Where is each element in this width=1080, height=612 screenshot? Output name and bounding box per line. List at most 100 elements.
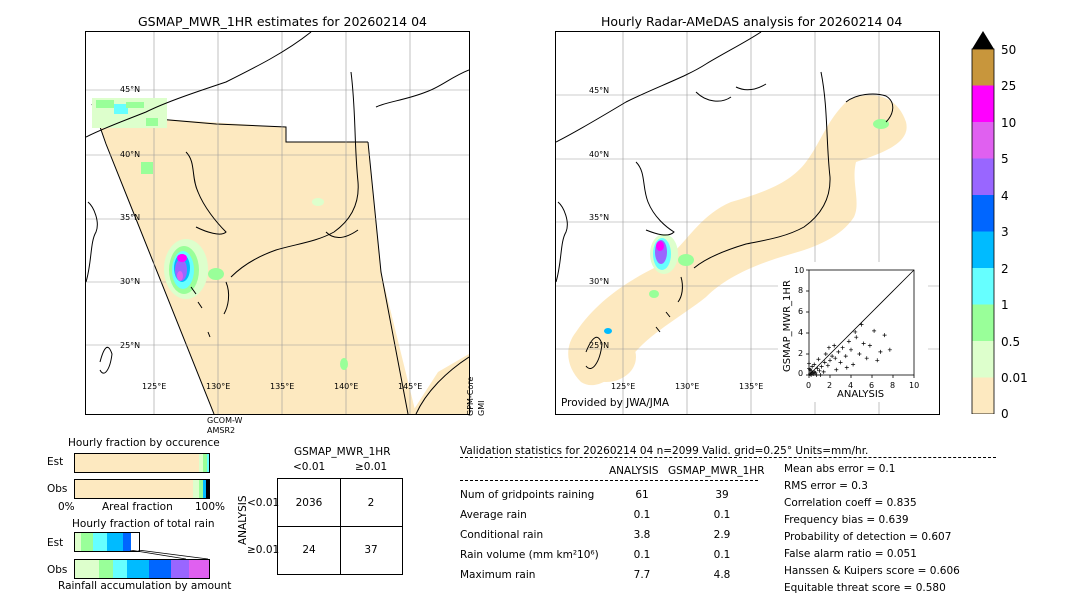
contingency-col-lt: <0.01 [293,461,326,473]
total-est-seg-3 [93,533,107,551]
scatter-point [887,347,892,352]
validation-row-gsmap-3: 0.1 [713,549,731,561]
validation-header: Validation statistics for 20260214 04 n=… [460,445,869,457]
total-rain-est-bar [74,532,140,552]
total-est-seg-1 [75,533,81,551]
sat-label-amsr2: AMSR2 [207,426,236,435]
left-lon-135: 135°E [270,382,295,391]
right-lat-40: 40°N [589,150,610,159]
scatter-point [828,358,832,363]
occurrence-obs-seg-3 [203,480,206,498]
occurrence-est-bar [74,453,210,473]
scatter-point [811,371,816,376]
colorbar-label-1: 1 [1001,298,1009,312]
scatter-tick-y-8: 8 [798,286,804,295]
scatter-point [823,352,828,356]
scatter-point [826,345,831,350]
occurrence-axis-mid: Areal fraction [102,501,173,513]
left-swath-2 [411,354,469,414]
total-obs-seg-3 [99,560,113,578]
scatter-point [840,345,845,350]
right-coverage [568,95,907,386]
occurrence-est-seg-3 [207,454,209,472]
colorbar-segment [972,268,994,305]
scatter-point [819,364,824,369]
scatter-point [857,352,862,356]
left-lon-145: 145°E [398,382,423,391]
scatter-point [844,365,849,370]
validation-row-analysis-1: 0.1 [633,509,651,521]
colorbar-label-0: 0 [1001,407,1009,421]
validation-col-analysis: ANALYSIS [609,465,659,477]
scatter-point [817,368,822,373]
scatter-tick-y-6: 6 [798,307,804,316]
left-lon-130: 130°E [206,382,231,391]
scatter-tick-y-2: 2 [798,349,804,358]
scatter-point [864,356,869,361]
validation-row-analysis-4: 7.7 [633,569,651,581]
colorbar-label-25: 25 [1001,79,1017,93]
validation-row-label-0: Num of gridpoints raining [460,489,595,501]
occurrence-axis-right: 100% [195,501,226,513]
scatter-point [810,364,815,369]
right-map-panel [555,31,940,415]
contingency-title: GSMAP_MWR_1HR [294,446,391,458]
validation-row-analysis-2: 3.8 [633,529,651,541]
right-map-svg [556,32,939,414]
colorbar-label-50: 50 [1001,43,1017,57]
colorbar-segment [972,304,994,341]
validation-header-rule [460,457,996,458]
colorbar-label-5: 5 [1001,152,1009,166]
total-est-seg-2 [81,533,93,551]
colorbar-segment [972,231,994,268]
contingency-row-ge: ≥0.01 [247,544,280,556]
total-est-seg-5 [123,533,131,551]
right-lat-25: 25°N [589,341,610,350]
scatter-inset [778,262,928,402]
scatter-tick-y-10: 10 [794,266,805,275]
left-coastlines [86,32,469,414]
validation-row-gsmap-4: 4.8 [713,569,731,581]
contingency-table: 2036 2 24 37 [277,478,403,575]
score-rms-error: RMS error = 0.3 [784,480,868,492]
scatter-point [851,362,856,367]
total-obs-seg-1 [75,560,79,578]
score-far: False alarm ratio = 0.051 [784,548,917,560]
contingency-row-lt: <0.01 [247,497,280,509]
scatter-point [882,333,887,338]
validation-row-label-3: Rain volume (mm km²10⁶) [460,549,599,561]
occurrence-title: Hourly fraction by occurence [68,437,220,449]
contingency-cell-21: 24 [302,544,316,556]
scatter-ylabel: GSMAP_MWR_1HR [782,280,793,372]
scatter-point [843,354,848,359]
colorbar-segment [972,158,994,195]
scatter-point [822,360,827,365]
total-obs-seg-6 [149,560,171,578]
score-pod: Probability of detection = 0.607 [784,531,952,543]
left-map-svg [86,32,469,414]
occurrence-row-est: Est [47,456,64,468]
right-coastlines [556,32,894,369]
score-ets: Equitable threat score = 0.580 [784,582,946,594]
scatter-point [834,367,839,372]
scatter-point [854,335,859,340]
colorbar-label-0-5: 0.5 [1001,335,1021,349]
total-rain-row-est: Est [47,537,64,549]
total-obs-seg-2 [79,560,99,578]
colorbar-segment [972,195,994,232]
right-lon-130: 130°E [675,382,700,391]
left-lat-35: 35°N [120,213,141,222]
total-rain-axis-mid: Rainfall accumulation by amount [58,580,232,592]
left-swath [92,104,416,414]
validation-row-label-2: Conditional rain [460,529,544,541]
colorbar-segment [972,122,994,159]
scatter-tick-y-0: 0 [798,369,804,378]
right-lat-35: 35°N [589,213,610,222]
scatter-tick-y-4: 4 [798,328,804,337]
colorbar [968,30,998,414]
scatter-tick-x-4: 4 [848,381,854,390]
colorbar-svg [971,31,995,414]
right-rain-cluster [604,119,889,334]
left-grid [86,32,469,414]
scatter-point [846,339,851,344]
